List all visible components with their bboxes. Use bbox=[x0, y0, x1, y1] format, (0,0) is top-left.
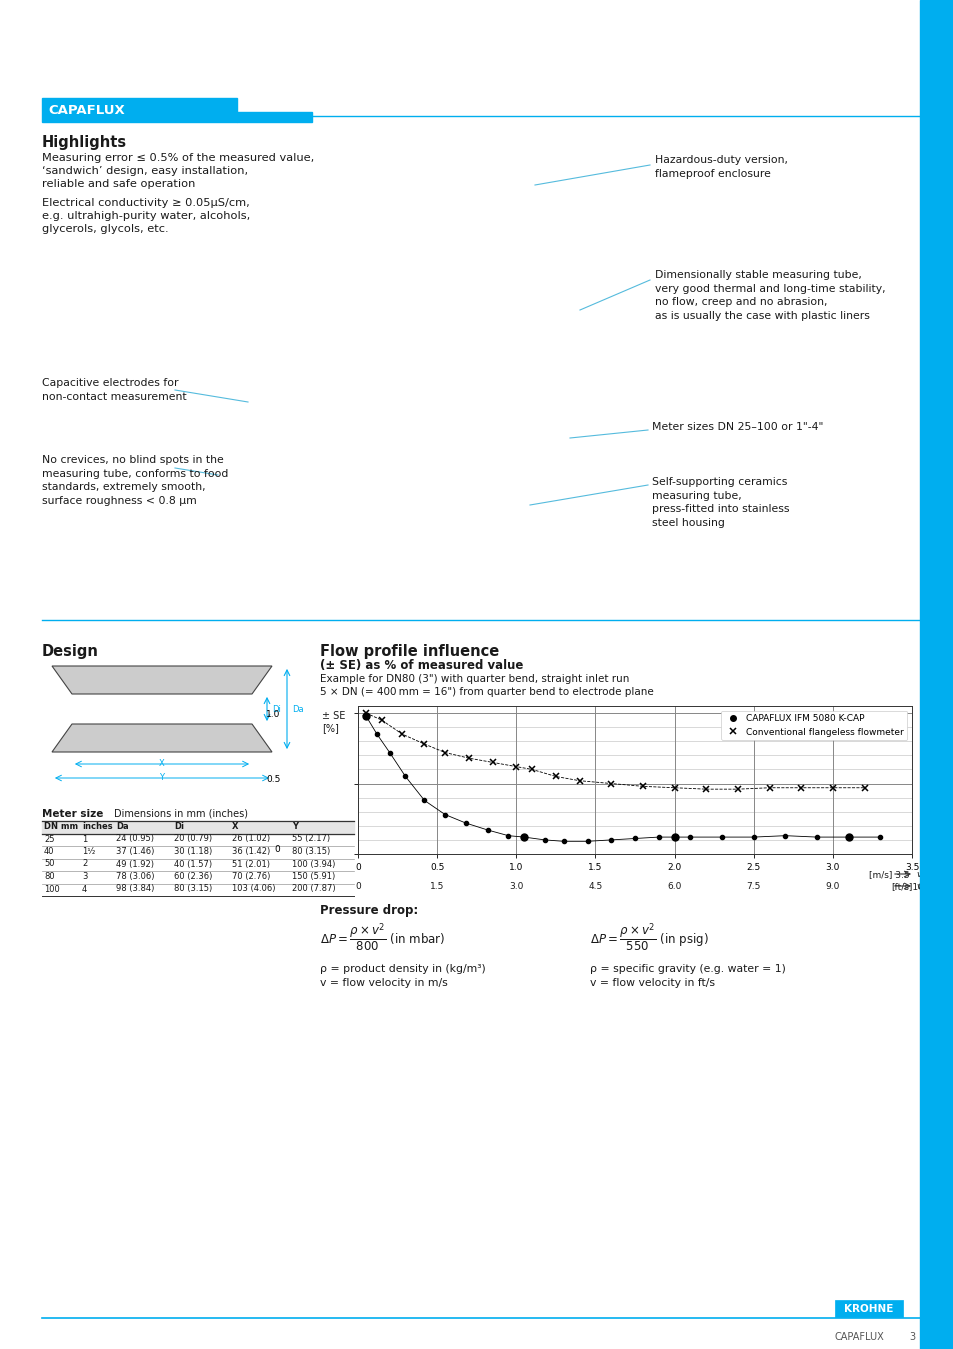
Bar bbox=[834, 1300, 902, 1317]
Text: glycerols, glycols, etc.: glycerols, glycols, etc. bbox=[42, 224, 169, 233]
Text: No crevices, no blind spots in the
measuring tube, conforms to food
standards, e: No crevices, no blind spots in the measu… bbox=[42, 455, 228, 506]
Text: 40 (1.57): 40 (1.57) bbox=[173, 859, 212, 869]
Text: 50: 50 bbox=[44, 859, 54, 869]
Text: 6.0: 6.0 bbox=[667, 882, 681, 890]
Text: v = flow velocity in m/s: v = flow velocity in m/s bbox=[319, 978, 447, 987]
Text: Da: Da bbox=[292, 704, 303, 714]
Text: ‘sandwich’ design, easy installation,: ‘sandwich’ design, easy installation, bbox=[42, 166, 248, 175]
Text: 60 (2.36): 60 (2.36) bbox=[173, 871, 213, 881]
Text: Highlights: Highlights bbox=[42, 135, 127, 150]
Text: 70 (2.76): 70 (2.76) bbox=[232, 871, 270, 881]
Text: 24 (0.95): 24 (0.95) bbox=[116, 835, 153, 843]
Polygon shape bbox=[52, 724, 272, 751]
Text: KROHNE: KROHNE bbox=[843, 1303, 893, 1314]
Text: ρ = specific gravity (e.g. water = 1): ρ = specific gravity (e.g. water = 1) bbox=[589, 965, 785, 974]
Text: Meter size: Meter size bbox=[42, 809, 103, 819]
Text: ± SE
[%]: ± SE [%] bbox=[322, 711, 345, 734]
Text: Flow profile influence: Flow profile influence bbox=[319, 643, 498, 660]
Text: CAPAFLUX: CAPAFLUX bbox=[834, 1331, 883, 1342]
Text: X: X bbox=[159, 759, 165, 768]
Text: Measuring error ≤ 0.5% of the measured value,: Measuring error ≤ 0.5% of the measured v… bbox=[42, 152, 314, 163]
Text: 26 (1.02): 26 (1.02) bbox=[232, 835, 270, 843]
Text: Self-supporting ceramics
measuring tube,
press-fitted into stainless
steel housi: Self-supporting ceramics measuring tube,… bbox=[651, 478, 789, 527]
Bar bbox=[42, 822, 354, 834]
Text: 100: 100 bbox=[44, 885, 60, 893]
Text: 49 (1.92): 49 (1.92) bbox=[116, 859, 153, 869]
Text: 80 (3.15): 80 (3.15) bbox=[292, 847, 330, 857]
Text: 0.5: 0.5 bbox=[266, 776, 280, 785]
Text: 100 (3.94): 100 (3.94) bbox=[292, 859, 335, 869]
Bar bbox=[236, 112, 312, 121]
Text: Dimensionally stable measuring tube,
very good thermal and long-time stability,
: Dimensionally stable measuring tube, ver… bbox=[655, 270, 884, 321]
Text: Meter sizes DN 25–100 or 1"-4": Meter sizes DN 25–100 or 1"-4" bbox=[651, 422, 822, 432]
Text: v = flow velocity in ft/s: v = flow velocity in ft/s bbox=[589, 978, 714, 987]
Text: 3: 3 bbox=[82, 871, 88, 881]
Text: 150 (5.91): 150 (5.91) bbox=[292, 871, 335, 881]
Text: 200 (7.87): 200 (7.87) bbox=[292, 885, 335, 893]
Text: 1: 1 bbox=[82, 835, 87, 843]
Text: 51 (2.01): 51 (2.01) bbox=[232, 859, 270, 869]
Text: inches: inches bbox=[82, 822, 112, 831]
Text: 1¹⁄₂: 1¹⁄₂ bbox=[82, 847, 95, 857]
Text: $\Delta P = \dfrac{\rho \times v^2}{800}$ (in mbar): $\Delta P = \dfrac{\rho \times v^2}{800}… bbox=[319, 921, 445, 954]
Text: Design: Design bbox=[42, 643, 99, 660]
Text: 0: 0 bbox=[355, 882, 360, 890]
Text: Y: Y bbox=[159, 773, 164, 782]
Legend: CAPAFLUX IFM 5080 K-CAP, Conventional flangeless flowmeter: CAPAFLUX IFM 5080 K-CAP, Conventional fl… bbox=[720, 711, 906, 741]
Text: 4.5: 4.5 bbox=[588, 882, 602, 890]
Text: 1.5: 1.5 bbox=[430, 882, 444, 890]
Text: 103 (4.06): 103 (4.06) bbox=[232, 885, 275, 893]
Text: 98 (3.84): 98 (3.84) bbox=[116, 885, 154, 893]
Text: 55 (2.17): 55 (2.17) bbox=[292, 835, 330, 843]
Text: v: v bbox=[915, 870, 921, 880]
Text: 37 (1.46): 37 (1.46) bbox=[116, 847, 154, 857]
Text: $\Delta P = \dfrac{\rho \times v^2}{550}$ (in psig): $\Delta P = \dfrac{\rho \times v^2}{550}… bbox=[589, 921, 708, 954]
Text: 4: 4 bbox=[82, 885, 87, 893]
Bar bbox=[42, 98, 236, 121]
Text: 36 (1.42): 36 (1.42) bbox=[232, 847, 270, 857]
Text: 2: 2 bbox=[82, 859, 87, 869]
Text: Electrical conductivity ≥ 0.05µS/cm,: Electrical conductivity ≥ 0.05µS/cm, bbox=[42, 198, 250, 208]
Text: 78 (3.06): 78 (3.06) bbox=[116, 871, 154, 881]
Text: v: v bbox=[915, 882, 921, 890]
Text: 80: 80 bbox=[44, 871, 54, 881]
Text: 1.0: 1.0 bbox=[266, 711, 280, 719]
Text: 25: 25 bbox=[44, 835, 54, 843]
Text: 20 (0.79): 20 (0.79) bbox=[173, 835, 212, 843]
Text: Dimensions in mm (inches): Dimensions in mm (inches) bbox=[113, 809, 248, 819]
Text: Y: Y bbox=[292, 822, 297, 831]
Text: Pressure drop:: Pressure drop: bbox=[319, 904, 417, 917]
Text: 5 × DN (= 400 mm = 16") from quarter bend to electrode plane: 5 × DN (= 400 mm = 16") from quarter ben… bbox=[319, 687, 653, 697]
Text: (± SE) as % of measured value: (± SE) as % of measured value bbox=[319, 660, 523, 672]
Text: Hazardous-duty version,
flameproof enclosure: Hazardous-duty version, flameproof enclo… bbox=[655, 155, 787, 178]
Text: 80 (3.15): 80 (3.15) bbox=[173, 885, 212, 893]
Text: 40: 40 bbox=[44, 847, 54, 857]
Text: [m/s] 3.5: [m/s] 3.5 bbox=[868, 870, 909, 880]
Text: 30 (1.18): 30 (1.18) bbox=[173, 847, 212, 857]
Text: DN mm: DN mm bbox=[44, 822, 78, 831]
Text: Di: Di bbox=[272, 704, 280, 714]
Bar bbox=[919, 0, 953, 1349]
Text: Capacitive electrodes for
non-contact measurement: Capacitive electrodes for non-contact me… bbox=[42, 378, 187, 402]
Text: Da: Da bbox=[116, 822, 129, 831]
Text: CAPAFLUX: CAPAFLUX bbox=[48, 104, 125, 116]
Text: Di: Di bbox=[173, 822, 184, 831]
Text: e.g. ultrahigh-purity water, alcohols,: e.g. ultrahigh-purity water, alcohols, bbox=[42, 210, 250, 221]
Text: reliable and safe operation: reliable and safe operation bbox=[42, 179, 195, 189]
Text: Example for DN80 (3") with quarter bend, straight inlet run: Example for DN80 (3") with quarter bend,… bbox=[319, 674, 629, 684]
Text: X: X bbox=[232, 822, 238, 831]
Text: ρ = product density in (kg/m³): ρ = product density in (kg/m³) bbox=[319, 965, 485, 974]
Text: 9.0: 9.0 bbox=[824, 882, 840, 890]
Text: 3.0: 3.0 bbox=[509, 882, 523, 890]
Text: [ft/s]10.5: [ft/s]10.5 bbox=[890, 882, 932, 890]
Text: 3: 3 bbox=[908, 1331, 914, 1342]
Text: 0: 0 bbox=[274, 844, 280, 854]
Polygon shape bbox=[52, 666, 272, 693]
Text: 7.5: 7.5 bbox=[746, 882, 760, 890]
